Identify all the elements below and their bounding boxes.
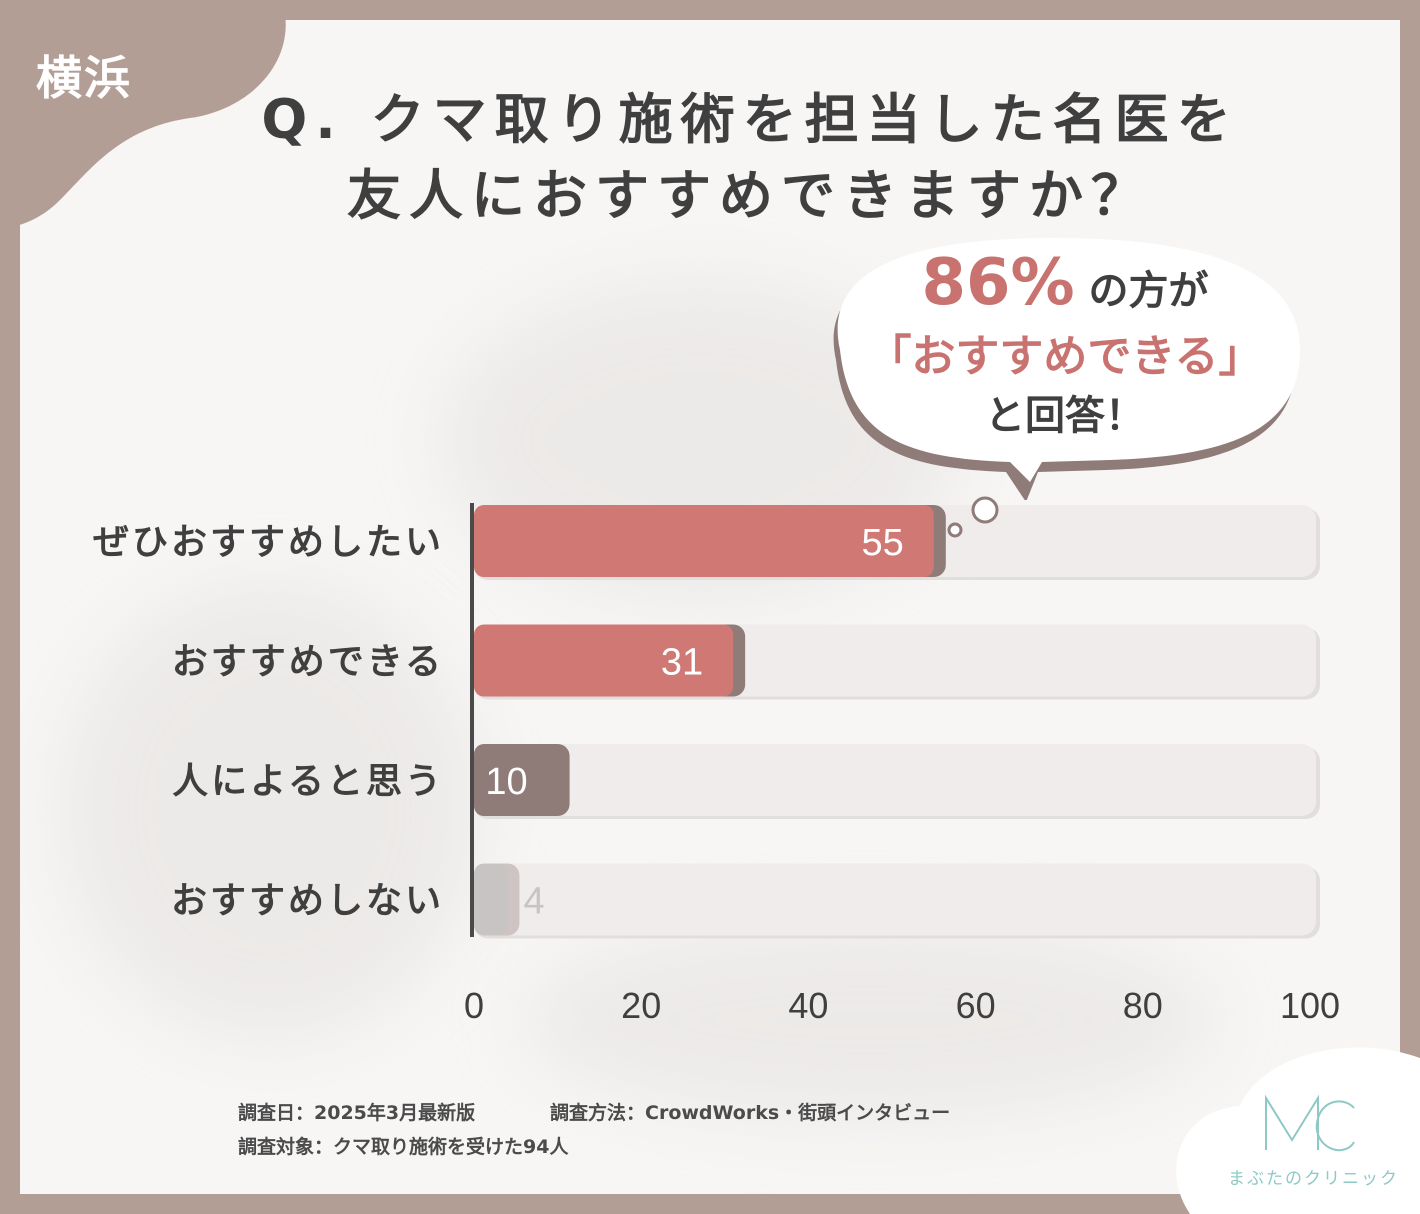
region-tag-shape [0, 0, 286, 230]
footnote-survey-target: 調査対象：クマ取り施術を受けた94人 [238, 1136, 569, 1158]
bar-track [474, 863, 1316, 936]
x-tick-label: 40 [788, 985, 828, 1026]
title-line-1: Q. クマ取り施術を担当した名医を [261, 88, 1239, 151]
callout-bubble [833, 238, 1300, 500]
callout-line-1: 86% の方が [830, 248, 1300, 326]
bar [474, 863, 508, 936]
bar [474, 505, 934, 577]
x-tick-label: 100 [1280, 985, 1340, 1026]
callout-line-2: 「おすすめできる」 [867, 331, 1263, 382]
thought-dots [947, 496, 999, 538]
background-shadow [60, 580, 480, 1040]
x-tick-label: 0 [464, 985, 484, 1026]
clinic-logo-name: まぶたのクリニック [1228, 1169, 1399, 1189]
x-tick-label: 60 [956, 985, 996, 1026]
title-line-2: 友人におすすめできますか？ [347, 164, 1153, 227]
callout-text: 86% の方が 「おすすめできる」 と回答！ [830, 248, 1300, 444]
category-label: 人によると思う [172, 761, 444, 802]
footnote-survey-method: 調査方法：CrowdWorks・街頭インタビュー [550, 1102, 951, 1124]
background-shadow [520, 920, 1220, 1120]
data-label: 55 [862, 522, 904, 564]
category-label: おすすめできる [172, 642, 444, 683]
data-label: 4 [523, 881, 544, 923]
bar [474, 624, 734, 697]
x-tick-label: 80 [1123, 985, 1163, 1026]
bar-track [474, 744, 1316, 816]
x-tick-label: 20 [621, 985, 661, 1026]
clinic-logo-icon [1265, 1094, 1355, 1152]
footnote-survey-date: 調査日：2025年3月最新版 [238, 1102, 476, 1124]
callout-line-3: と回答！ [985, 393, 1145, 439]
page-title: Q. クマ取り施術を担当した名医を 友人におすすめできますか？ [0, 82, 1420, 234]
thought-dot-small [947, 522, 963, 538]
category-label: ぜひおすすめしたい [93, 522, 444, 563]
callout-percent: 86% [921, 246, 1075, 320]
bar [474, 744, 558, 816]
data-label: 10 [485, 761, 527, 803]
region-label: 横浜 [36, 51, 132, 105]
data-label: 31 [661, 642, 703, 684]
callout-suffix: の方が [1074, 268, 1209, 314]
category-label: おすすめしない [171, 881, 444, 922]
thought-dot-large [971, 496, 999, 524]
